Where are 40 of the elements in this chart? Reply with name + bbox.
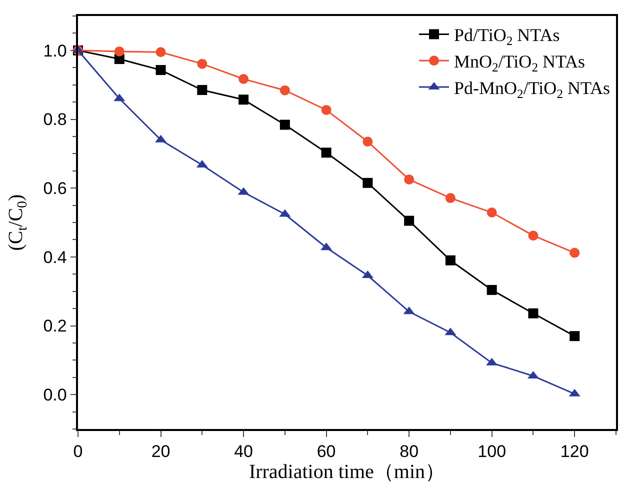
point: [528, 230, 538, 241]
point: [404, 174, 414, 184]
x-tick-label: 100: [478, 442, 506, 462]
point: [404, 216, 414, 226]
legend-label: Pd-MnO$_{2}$/TiO$_{2}$ NTAs: [454, 78, 610, 101]
point: [197, 85, 208, 95]
point: [528, 308, 538, 318]
point: [321, 148, 332, 158]
y-tick-label: 0.6: [43, 179, 67, 198]
point: [280, 85, 290, 96]
point: [197, 58, 208, 69]
point: [486, 284, 497, 295]
y-tick-label: 0.8: [43, 110, 67, 130]
point: [486, 208, 497, 218]
x-tick-label: 20: [151, 442, 170, 462]
y-tick-label: 0.2: [43, 316, 67, 336]
x-axis-title: Irradiation time（min）: [248, 461, 446, 483]
point: [570, 248, 580, 258]
y-tick-label: 1.0: [43, 41, 67, 60]
x-tick-label: 120: [560, 442, 589, 462]
point: [156, 47, 166, 58]
x-tick-label: 0: [73, 442, 83, 462]
point: [362, 178, 373, 188]
point: [280, 120, 290, 130]
y-tick-label: 0.4: [43, 248, 67, 267]
point: [238, 74, 249, 84]
x-tick-label: 60: [316, 442, 336, 462]
x-tick-label: 80: [400, 442, 419, 462]
point: [321, 104, 332, 115]
point: [114, 46, 124, 56]
point: [570, 331, 580, 342]
point: [238, 94, 249, 105]
legend-label: Pd/TiO$_{2}$ NTAs: [454, 25, 560, 48]
point: [156, 65, 166, 76]
y-tick-label: 0.0: [43, 386, 67, 405]
point: [362, 136, 373, 147]
point: [445, 255, 456, 266]
point: [445, 193, 456, 204]
legend-label: MnO$_{2}$/TiO$_{2}$ NTAs: [454, 52, 586, 74]
x-tick-label: 40: [234, 442, 253, 462]
